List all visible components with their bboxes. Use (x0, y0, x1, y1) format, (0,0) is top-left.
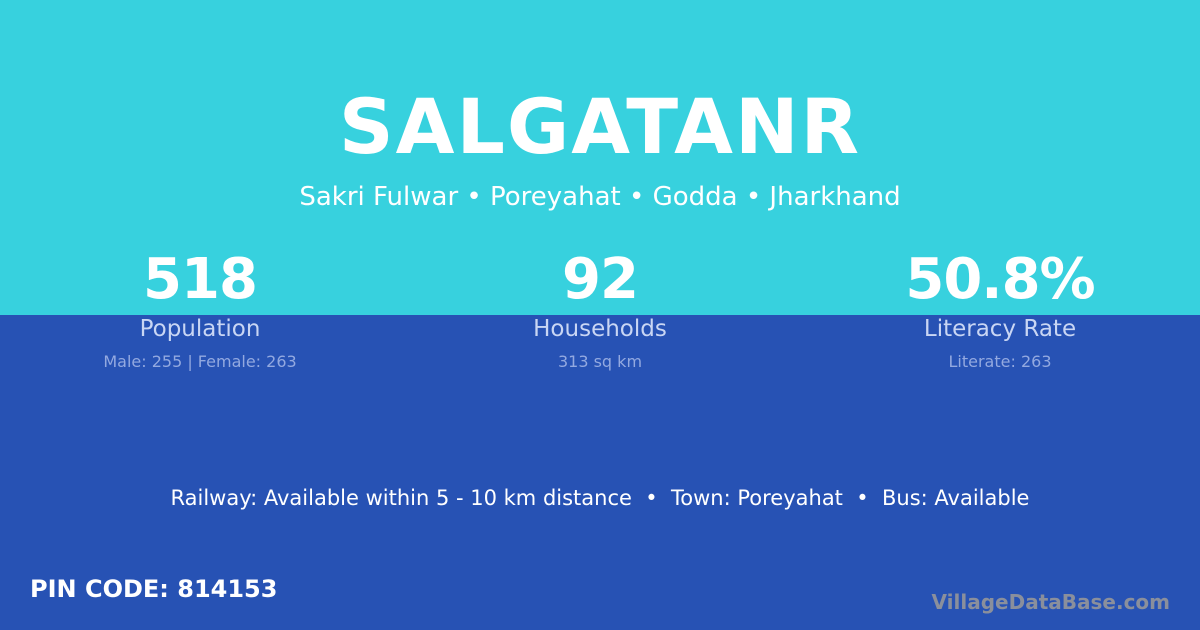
stat-value: 50.8% (905, 247, 1095, 312)
stat-detail: 313 sq km (557, 352, 643, 371)
stat-detail: Male: 255 | Female: 263 (103, 352, 297, 371)
stat-value: 518 (143, 247, 258, 312)
village-name: SALGATANR (338, 82, 862, 171)
facilities-line: Railway: Available within 5 - 10 km dist… (170, 486, 1030, 510)
brand-watermark: VillageDataBase.com (931, 590, 1170, 614)
stat-label: Households (533, 316, 667, 342)
header-band (0, 0, 1200, 315)
stat-label: Population (139, 316, 261, 342)
stat-label: Literacy Rate (923, 316, 1077, 342)
pin-code: PIN CODE: 814153 (30, 575, 278, 603)
stat-value: 92 (562, 247, 639, 312)
stat-households: 92 Households 313 sq km (400, 247, 800, 372)
stat-population: 518 Population Male: 255 | Female: 263 (0, 247, 400, 372)
stat-detail: Literate: 263 (948, 352, 1052, 371)
body-band (0, 315, 1200, 630)
location-breadcrumb: Sakri Fulwar • Poreyahat • Godda • Jhark… (299, 182, 901, 212)
stat-literacy: 50.8% Literacy Rate Literate: 263 (800, 247, 1200, 372)
